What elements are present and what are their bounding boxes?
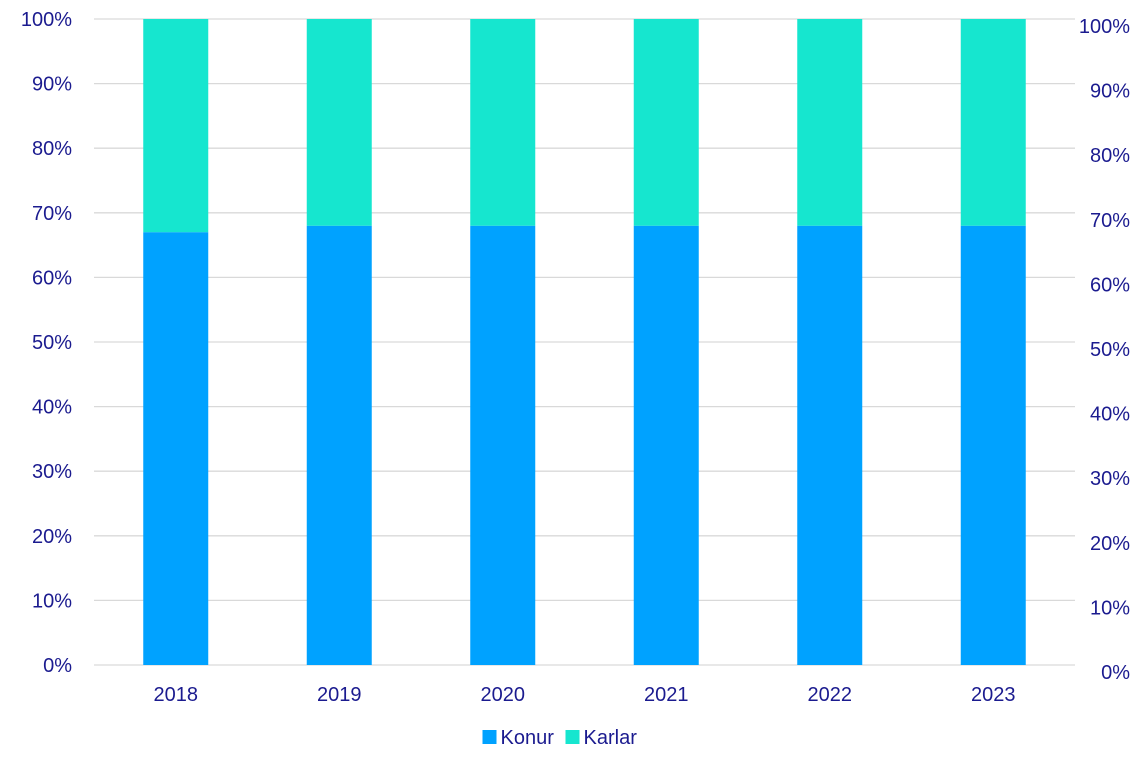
legend-label-karlar: Karlar [584, 727, 638, 749]
bar-karlar-2020 [470, 19, 536, 226]
x-tick-label: 2021 [644, 684, 689, 706]
x-tick-label: 2018 [154, 684, 199, 706]
bar-konur-2023 [960, 225, 1026, 665]
y-tick-label: 0% [43, 655, 72, 677]
bar-karlar-2019 [306, 19, 372, 226]
bar-karlar-2018 [143, 19, 209, 233]
y-tick-label: 40% [32, 397, 72, 419]
y2-tick-label: 0% [1101, 662, 1130, 684]
y2-tick-label: 10% [1090, 597, 1130, 619]
y-tick-label: 70% [32, 203, 72, 225]
bar-karlar-2022 [797, 19, 863, 226]
y2-tick-label: 80% [1090, 145, 1130, 167]
y-tick-label: 10% [32, 590, 72, 612]
bar-konur-2020 [470, 225, 536, 665]
y-tick-label: 20% [32, 526, 72, 548]
y2-tick-label: 70% [1090, 210, 1130, 232]
y-axis-left: 0% 10% 20% 30% 40% 50% 60% 70% 80% 90% 100% [21, 9, 72, 677]
y-axis-right: 0% 10% 20% 30% 40% 50% 60% 70% 80% 90% 100% [1079, 16, 1130, 684]
y2-tick-label: 40% [1090, 404, 1130, 426]
y-tick-label: 100% [21, 9, 72, 31]
y2-tick-label: 100% [1079, 16, 1130, 38]
legend-swatch-karlar [565, 730, 580, 744]
bar-konur-2021 [633, 225, 699, 665]
bar-karlar-2023 [960, 19, 1026, 226]
legend: Konur Karlar [482, 727, 638, 749]
y-tick-label: 30% [32, 461, 72, 483]
y2-tick-label: 30% [1090, 468, 1130, 490]
gridlines [94, 18, 1075, 666]
bars [143, 19, 1026, 665]
y-tick-label: 50% [32, 332, 72, 354]
y-tick-label: 60% [32, 267, 72, 289]
y-tick-label: 80% [32, 138, 72, 160]
y2-tick-label: 90% [1090, 81, 1130, 103]
bar-karlar-2021 [633, 19, 699, 226]
legend-swatch-konur [482, 730, 497, 744]
legend-label-konur: Konur [501, 727, 555, 749]
y2-tick-label: 50% [1090, 339, 1130, 361]
x-tick-label: 2022 [808, 684, 853, 706]
x-tick-label: 2020 [481, 684, 526, 706]
y-tick-label: 90% [32, 74, 72, 96]
y2-tick-label: 20% [1090, 533, 1130, 555]
bar-konur-2022 [797, 225, 863, 665]
y2-tick-label: 60% [1090, 274, 1130, 296]
bar-konur-2019 [306, 225, 372, 665]
x-axis: 2018 2019 2020 2021 2022 2023 [154, 684, 1016, 706]
x-tick-label: 2023 [971, 684, 1016, 706]
x-tick-label: 2019 [317, 684, 362, 706]
bar-konur-2018 [143, 232, 209, 665]
